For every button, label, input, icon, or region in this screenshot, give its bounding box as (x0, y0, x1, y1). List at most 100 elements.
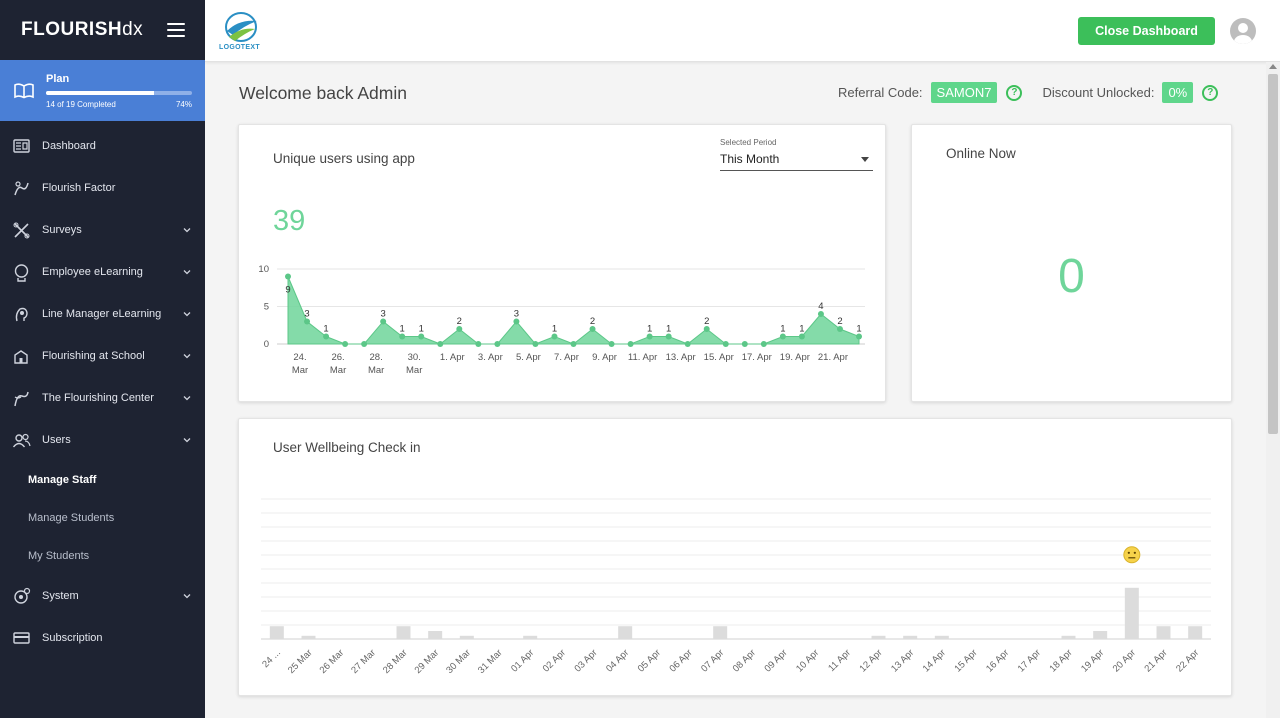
x-tick-label: 14 Apr (921, 647, 948, 674)
sidebar-item-subscription[interactable]: Subscription (0, 617, 205, 659)
data-point (665, 333, 672, 340)
referral-label: Referral Code: (838, 85, 923, 100)
chevron-down-icon (183, 594, 191, 599)
x-tick-label: 12 Apr (857, 647, 884, 674)
x-tick-label: 3. Apr (478, 352, 503, 363)
data-point (361, 341, 368, 347)
chevron-down-icon (861, 157, 869, 162)
period-select-value: This Month (720, 152, 780, 166)
elearning-icon (14, 263, 29, 282)
x-tick-label: 30. Mar (406, 352, 422, 376)
page-scrollbar[interactable] (1266, 62, 1280, 718)
chevron-down-icon (183, 354, 191, 359)
sidebar-subitem-manage-staff[interactable]: Manage Staff (28, 474, 97, 486)
referral-help-icon[interactable]: ? (1006, 84, 1023, 101)
data-point (475, 341, 482, 347)
x-tick-label: 27 Mar (349, 647, 378, 676)
users-area-series (287, 276, 860, 345)
unique-users-title: Unique users using app (273, 151, 415, 166)
data-point (323, 333, 330, 340)
data-point (456, 326, 463, 332)
x-tick-label: 11 Apr (826, 647, 853, 674)
x-tick-label: 16 Apr (984, 647, 1011, 674)
wellbeing-bar (1061, 635, 1076, 639)
x-tick-label: 19. Apr (780, 352, 810, 363)
sidebar-item-the-flourishing-center[interactable]: The Flourishing Center (0, 377, 205, 419)
data-point (437, 341, 444, 347)
sidebar-subitem-my-students[interactable]: My Students (28, 550, 90, 562)
scroll-up-icon[interactable] (1269, 64, 1277, 69)
neutral-face-icon (1123, 546, 1141, 564)
sidebar: FLOURISHdx Plan 14 of 19 Completed 74% D… (0, 0, 205, 718)
x-tick-label: 26 Mar (318, 647, 347, 676)
sidebar-item-line-manager-elearning[interactable]: Line Manager eLearning (0, 293, 205, 335)
data-point (285, 273, 291, 280)
data-point (494, 341, 501, 347)
data-point (532, 341, 539, 347)
menu-toggle-icon[interactable] (167, 23, 185, 37)
subscription-icon (13, 631, 30, 644)
data-label: 1 (856, 324, 861, 335)
wellbeing-bar (1124, 587, 1139, 639)
sidebar-item-label: Line Manager eLearning (42, 308, 162, 320)
wellbeing-bar (523, 635, 538, 639)
sidebar-item-label: Flourish Factor (42, 182, 116, 194)
sidebar-item-flourish-factor[interactable]: Flourish Factor (0, 167, 205, 209)
data-point (399, 333, 406, 340)
data-point (589, 326, 596, 332)
discount-badge: 0% (1162, 82, 1194, 103)
chevron-down-icon (183, 312, 191, 317)
brand-logo[interactable]: FLOURISHdx (21, 19, 143, 41)
user-avatar-icon[interactable] (1230, 18, 1256, 44)
wellbeing-card: User Wellbeing Check in 24 ... 25 Mar 26 M… (238, 418, 1232, 696)
sidebar-item-label: System (42, 590, 79, 602)
wellbeing-chart: 24 ... 25 Mar 26 Mar 27 Mar 28 Mar 29 Mar 30 M… (260, 498, 1211, 676)
data-point (722, 341, 729, 347)
sidebar-item-dashboard[interactable]: Dashboard (0, 125, 205, 167)
sidebar-item-label: Flourishing at School (42, 350, 145, 362)
company-logo[interactable] (219, 9, 265, 53)
x-tick-label: 24 ... (260, 647, 283, 670)
x-tick-label: 13 Apr (889, 647, 916, 674)
x-tick-label: 9. Apr (592, 352, 617, 363)
flourish-icon (14, 180, 29, 195)
online-now-card: Online Now 0 (911, 124, 1232, 402)
plan-progress[interactable]: Plan 14 of 19 Completed 74% (0, 60, 205, 121)
discount-help-icon[interactable]: ? (1202, 84, 1219, 101)
sidebar-subitem-manage-students[interactable]: Manage Students (28, 512, 115, 524)
sidebar-item-system[interactable]: System (0, 575, 205, 617)
x-tick-label: 20 Apr (1111, 647, 1138, 674)
book-icon (14, 82, 34, 98)
discount-label: Discount Unlocked: (1042, 85, 1155, 100)
manager-icon (15, 307, 28, 321)
x-tick-label: 24. Mar (292, 352, 308, 376)
brand-name-light: dx (122, 19, 144, 40)
sidebar-item-users[interactable]: Users (0, 419, 205, 461)
close-dashboard-button[interactable]: Close Dashboard (1078, 17, 1215, 45)
wellbeing-bar (1188, 626, 1203, 639)
sidebar-item-label: Dashboard (42, 140, 96, 152)
referral-code-badge[interactable]: SAMON7 (930, 82, 998, 103)
sidebar-item-flourishing-at-school[interactable]: Flourishing at School (0, 335, 205, 377)
period-select-label: Selected Period (720, 138, 777, 147)
wellbeing-bar (713, 626, 728, 639)
x-tick-label: 22 Apr (1174, 647, 1201, 674)
x-tick-label: 5. Apr (516, 352, 541, 363)
x-tick-label: 21. Apr (818, 352, 848, 363)
wellbeing-bar (1156, 626, 1171, 639)
unique-users-total: 39 (273, 205, 306, 237)
data-label: 1 (323, 324, 328, 335)
scrollbar-thumb[interactable] (1268, 74, 1278, 434)
sidebar-item-surveys[interactable]: Surveys (0, 209, 205, 251)
x-tick-label: 7. Apr (554, 352, 579, 363)
x-tick-label: 26. Mar (330, 352, 346, 376)
x-tick-label: 09 Apr (762, 647, 789, 674)
sidebar-item-employee-elearning[interactable]: Employee eLearning (0, 251, 205, 293)
period-select[interactable]: Selected Period This Month (720, 138, 873, 171)
data-point (856, 333, 862, 340)
sidebar-item-label: Users (42, 434, 71, 446)
data-point (703, 326, 710, 332)
data-label: 1 (552, 324, 557, 335)
data-point (342, 341, 349, 347)
chevron-down-icon (183, 396, 191, 401)
